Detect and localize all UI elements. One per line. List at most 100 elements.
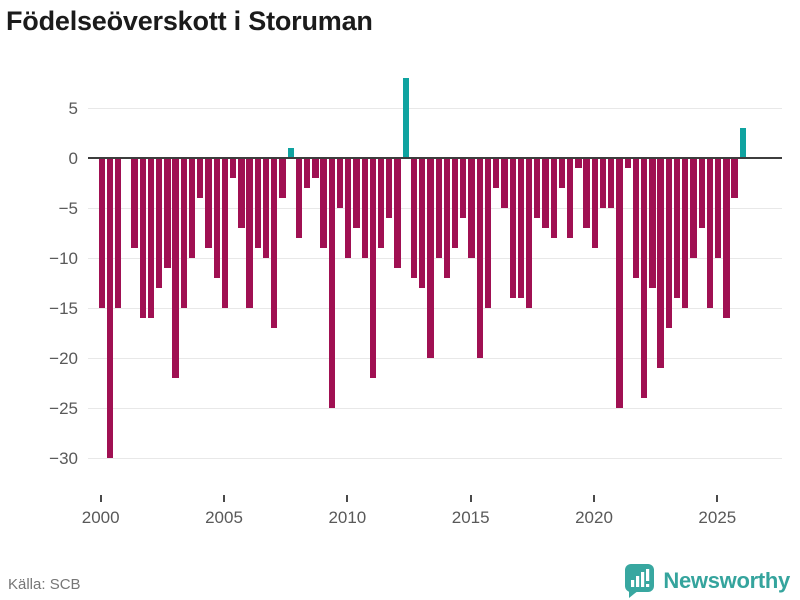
zero-line [88,157,782,159]
bar-negative [188,159,196,258]
bar-negative [304,159,311,188]
bar-negative [377,159,385,248]
newsworthy-logo[interactable]: Newsworthy [624,563,790,599]
bar-negative [394,159,401,268]
gridline [88,458,782,459]
bar-negative [262,159,270,258]
bar-negative [525,159,533,308]
bar-negative [649,159,656,288]
plot-area [88,65,782,470]
bar-negative [715,159,722,258]
bar-negative [698,159,705,228]
x-tick-label: 2000 [81,508,120,527]
bar-negative [641,159,648,398]
bar-negative [279,159,286,198]
gridline [88,408,782,409]
gridline [88,308,782,309]
y-tick-label: −15 [49,299,78,318]
bar-negative [690,159,697,258]
bar-negative [443,159,451,278]
bar-negative [591,159,598,248]
bar-negative [632,159,640,278]
bar-negative [575,159,582,168]
bar-negative [410,159,418,278]
bar-negative [230,159,237,178]
x-tick-label: 2015 [451,508,490,527]
bar-negative [361,159,368,258]
bar-negative [657,159,664,368]
bar-negative [172,159,179,378]
y-tick-label: −5 [58,199,78,218]
x-tick-mark [223,495,226,502]
bar-negative [534,159,541,218]
bar-negative [328,159,335,408]
bar-negative [98,159,105,308]
bar-negative [624,159,631,168]
gridline [88,258,782,259]
chart-title: Födelseöverskott i Storuman [6,6,373,36]
bar-negative [509,159,516,298]
bar-negative [608,159,615,208]
x-tick-mark [716,495,719,502]
bar-negative [460,159,467,218]
bar-negative [476,159,483,358]
bar-negative [517,159,525,298]
bar-negative [139,159,146,318]
bar-negative [246,159,253,308]
x-tick-label: 2020 [575,508,613,527]
bar-negative [550,159,557,238]
y-tick-label: 5 [68,99,78,118]
bar-negative [599,159,607,208]
bar-negative [501,159,508,208]
y-tick-label: 0 [68,149,78,168]
bar-negative [106,159,114,458]
bar-negative [369,159,377,378]
y-tick-label: −10 [49,249,78,268]
y-tick-label: −20 [49,349,78,368]
newsworthy-wordmark: Newsworthy [663,568,790,593]
bar-negative [221,159,229,308]
bar-negative [320,159,327,248]
bar-negative [427,159,434,358]
x-tick-mark [99,495,102,502]
bar-negative [147,159,155,318]
bar-negative [197,159,204,198]
bar-negative [723,159,730,318]
y-tick-label: −30 [49,449,78,468]
x-tick-label: 2005 [205,508,243,527]
bar-negative [271,159,278,328]
bar-positive [287,148,294,158]
bar-negative [336,159,344,208]
bar-negative [295,159,303,238]
bar-negative [156,159,163,288]
gridline [88,208,782,209]
bar-negative [542,159,549,228]
bar-negative [254,159,261,248]
bar-negative [131,159,138,248]
bar-negative [665,159,672,328]
bar-negative [673,159,681,298]
x-tick-label: 2025 [698,508,737,527]
bar-positive [739,128,746,158]
bar-negative [238,159,245,228]
bar-negative [114,159,122,308]
bar-negative [164,159,171,268]
source-label: Källa: SCB [8,576,81,593]
bar-negative [558,159,566,188]
bar-negative [731,159,738,198]
y-tick-label: −25 [49,399,78,418]
bar-negative [484,159,492,308]
x-tick-mark [469,495,472,502]
bar-negative [213,159,220,278]
gridline [88,108,782,109]
bar-negative [451,159,459,248]
bar-negative [345,159,352,258]
bar-negative [583,159,590,228]
bar-negative [180,159,187,308]
x-tick-mark [593,495,596,502]
bar-negative [205,159,212,248]
bar-negative [567,159,574,238]
gridline [88,358,782,359]
x-tick-label: 2010 [328,508,367,527]
